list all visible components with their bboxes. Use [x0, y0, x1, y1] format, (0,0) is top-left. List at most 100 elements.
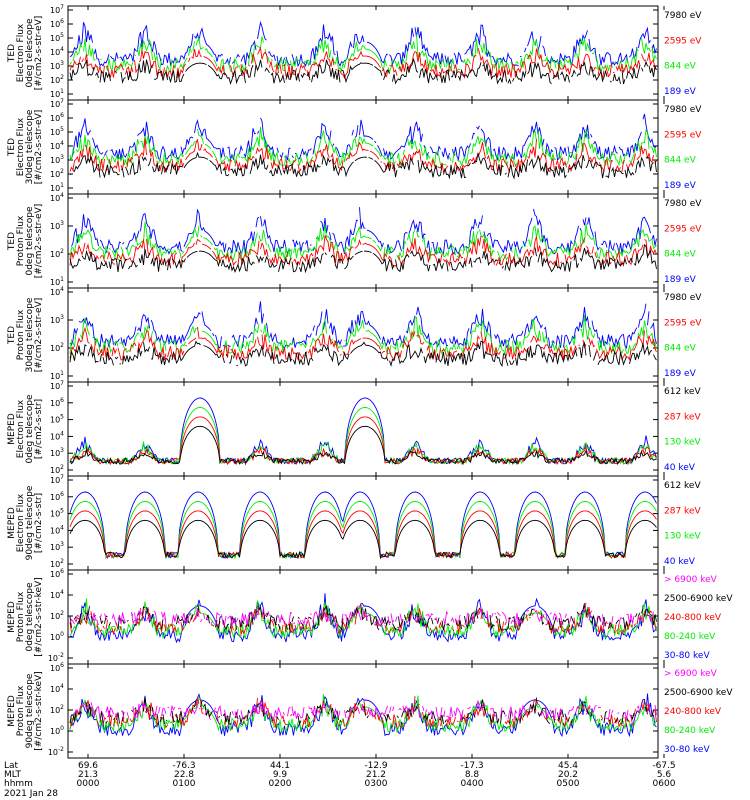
y-tick-label: 105 [50, 32, 64, 43]
legend-entry: 287 keV [664, 506, 701, 516]
legend-entry: > 6900 keV [664, 575, 718, 585]
y-tick-label: 106 [50, 568, 64, 579]
legend-entry: 40 keV [664, 557, 696, 567]
y-tick-label: 102 [50, 704, 64, 715]
legend-entry: 130 keV [664, 532, 701, 542]
legend-entry: 130 keV [664, 438, 701, 448]
y-tick-label: 103 [50, 154, 64, 165]
y-tick-label: 107 [50, 380, 64, 391]
legend-entry: 7980 eV [664, 199, 702, 209]
x-row-value: 45.4 [558, 761, 578, 771]
y-tick-label: 102 [50, 248, 64, 259]
x-row-value: 0600 [653, 779, 676, 789]
x-row-value: 69.6 [78, 761, 98, 771]
legend-entry: 2500-6900 keV [664, 688, 733, 698]
y-tick-label: 104 [50, 140, 64, 151]
x-row-value: 0500 [557, 779, 580, 789]
legend-entry: 189 eV [664, 87, 697, 97]
legend-entry: 240-800 keV [664, 707, 722, 717]
y-tick-label: 102 [50, 168, 64, 179]
y-tick-label: 105 [50, 508, 64, 519]
x-row-value: 22.8 [174, 770, 194, 780]
series-trace [69, 519, 657, 560]
series-trace [69, 603, 657, 631]
y-tick-label: 104 [50, 524, 64, 535]
y-tick-label: 101 [50, 182, 64, 193]
series-trace [69, 57, 657, 85]
legend-entry: 2595 eV [664, 36, 702, 46]
legend-entry: 2595 eV [664, 224, 702, 234]
legend-entry: 844 eV [664, 62, 697, 72]
panel-8: 10-2 100 102 104 106 MEPEDProton Flux90deg te… [7, 662, 733, 759]
date-label: 2021 Jan 28 [4, 789, 58, 799]
series-trace [69, 700, 657, 722]
x-row-value: 0200 [269, 779, 292, 789]
panel-5: 102 103 104 105 106 107 MEPEDElectron Flux0deg… [7, 380, 701, 477]
y-tick-label: 107 [50, 4, 64, 15]
legend-entry: 80-240 keV [664, 726, 716, 736]
y-tick-label: 103 [50, 220, 64, 231]
y-tick-label: 105 [50, 126, 64, 137]
series-trace [69, 34, 657, 74]
y-tick-label: 107 [50, 98, 64, 109]
series-trace [70, 593, 657, 644]
y-tick-label: 101 [50, 88, 64, 99]
y-tick-label: 10-2 [48, 652, 64, 663]
x-row-value: 0100 [173, 779, 196, 789]
x-row-value: 9.9 [273, 770, 288, 780]
y-tick-label: 100 [50, 631, 64, 642]
x-row-value: 21.2 [366, 770, 386, 780]
y-tick-label: 104 [50, 589, 64, 600]
y-axis-label: TEDProton Flux30deg telescope[#/cm2-s-st… [7, 297, 44, 372]
legend-entry: 2595 eV [664, 130, 702, 140]
series-trace [69, 243, 657, 274]
y-tick-label: 106 [50, 112, 64, 123]
x-row-label: MLT [4, 770, 22, 780]
y-tick-label: 100 [50, 725, 64, 736]
x-row-value: -67.5 [652, 761, 675, 771]
legend-entry: 2595 eV [664, 318, 702, 328]
series-trace [69, 126, 657, 168]
y-tick-label: 103 [50, 60, 64, 71]
legend-entry: 7980 eV [664, 105, 702, 115]
legend-entry: 189 eV [664, 275, 697, 285]
y-tick-label: 102 [50, 464, 64, 475]
legend-entry: 2500-6900 keV [664, 594, 733, 604]
x-axis-labels: Lat 69.6 -76.3 44.1 -12.9 -17.3 45.4 -67.5 MLT 21… [4, 761, 676, 799]
x-row-value: 44.1 [270, 761, 290, 771]
x-row-value: 21.3 [78, 770, 98, 780]
y-tick-label: 106 [50, 491, 64, 502]
x-row-label: hhmm [4, 779, 33, 789]
legend-entry: 287 keV [664, 412, 701, 422]
panel-frame [67, 663, 659, 759]
y-tick-label: 104 [50, 192, 64, 203]
y-tick-label: 106 [50, 662, 64, 673]
legend-entry: 30-80 keV [664, 745, 710, 755]
panel-4: 101 102 103 104 TEDProton Flux30deg telescop… [7, 286, 702, 383]
legend-entry: > 6900 keV [664, 669, 718, 679]
y-tick-label: 103 [50, 314, 64, 325]
y-tick-label: 104 [50, 430, 64, 441]
y-axis-label: MEPEDProton Flux0deg telescope[#/cm2-s-s… [7, 577, 44, 656]
y-axis-label: TEDProton Flux0deg telescope[#/cm2-s-str… [7, 204, 44, 279]
y-tick-label: 101 [50, 370, 64, 381]
legend-entry: 240-800 keV [664, 613, 722, 623]
x-row-value: -17.3 [460, 761, 483, 771]
legend-entry: 80-240 keV [664, 632, 716, 642]
y-axis-label: MEPEDElectron Flux0deg telescope[#/cm2-s… [7, 394, 44, 464]
legend-entry: 189 eV [664, 181, 697, 191]
y-axis-label: TEDElectron Flux30deg telescope[#/cm2-s-… [7, 109, 44, 184]
y-tick-label: 106 [50, 18, 64, 29]
y-tick-label: 104 [50, 286, 64, 297]
panel-3: 101 102 103 104 TEDProton Flux0deg telescope… [7, 192, 702, 289]
y-axis-label: MEPEDProton Flux90deg telescope[#/cm2-s-… [7, 671, 44, 750]
series-trace [69, 151, 657, 180]
x-row-value: -12.9 [364, 761, 388, 771]
y-tick-label: 105 [50, 414, 64, 425]
legend-entry: 30-80 keV [664, 651, 710, 661]
legend-entry: 40 keV [664, 463, 696, 473]
legend-entry: 844 eV [664, 250, 697, 260]
x-row-label: Lat [4, 761, 19, 771]
series-trace [69, 425, 657, 466]
y-tick-label: 102 [50, 558, 64, 569]
